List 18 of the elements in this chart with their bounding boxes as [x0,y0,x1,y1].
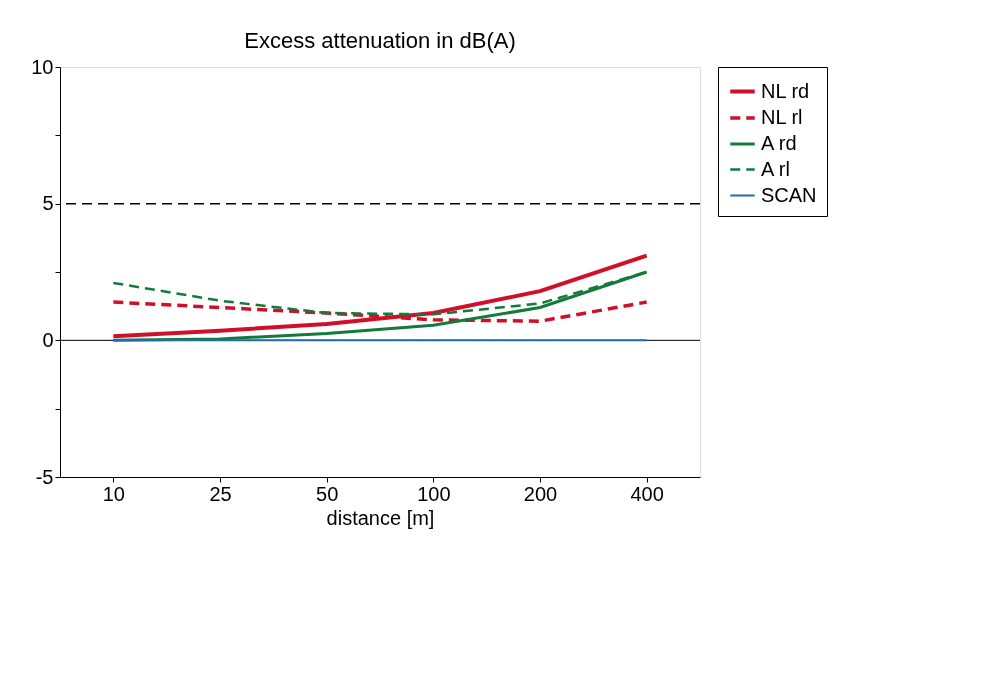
x-tick-label: 25 [209,482,232,505]
x-tick-label: 100 [417,482,451,505]
x-tick-label: 400 [630,482,664,505]
y-tick-label: -5 [35,465,54,488]
y-tick-label: 0 [42,328,54,351]
legend-label: NL rd [761,79,810,102]
x-tick-label: 10 [102,482,125,505]
x-tick-label: 50 [316,482,339,505]
y-tick-label: 5 [42,192,54,215]
x-tick-label: 200 [523,482,558,505]
legend-label: A rl [761,157,790,180]
legend-label: A rd [761,132,797,154]
x-axis-title: distance [m] [326,506,435,529]
y-tick-label: 10 [31,55,54,78]
line-series [111,253,649,339]
legend-label: NL rl [761,106,803,128]
legend-label: SCAN [761,183,817,206]
chart-title: Excess attenuation in dB(A) [244,28,516,53]
